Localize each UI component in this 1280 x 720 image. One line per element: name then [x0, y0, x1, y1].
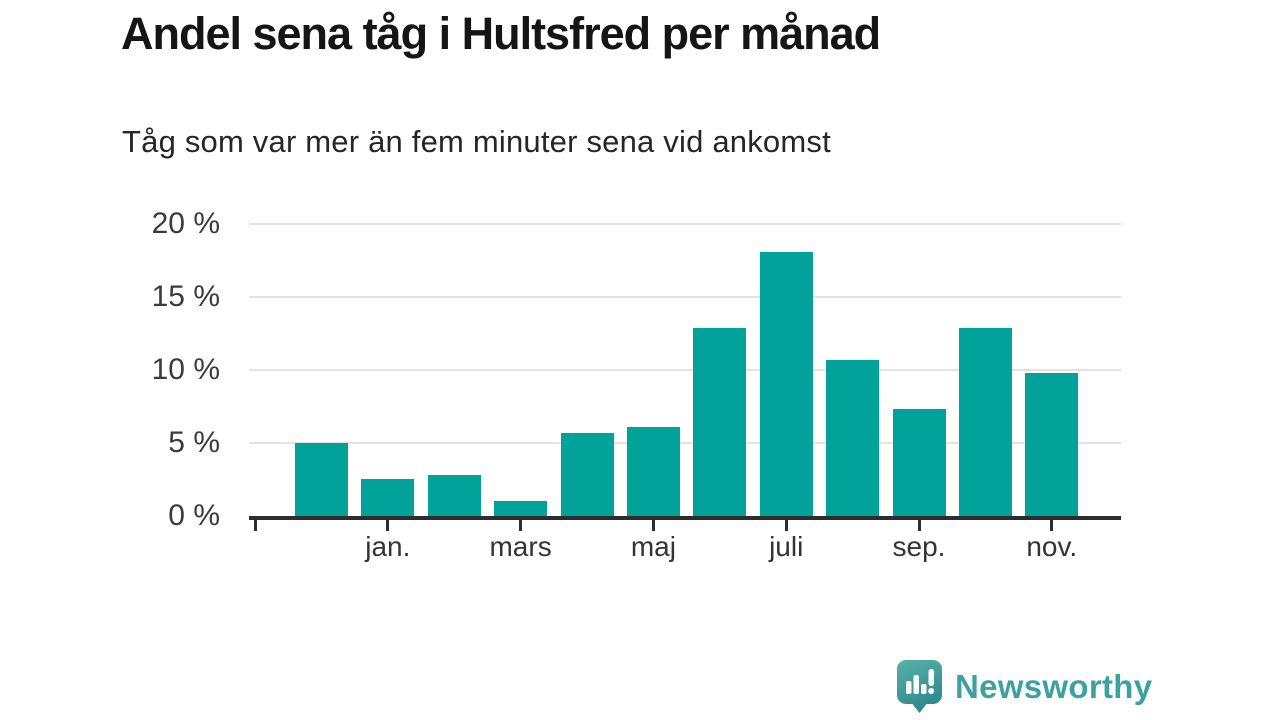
y-axis-label-10: 10 % [151, 353, 220, 386]
x-axis-start-tick [253, 520, 257, 531]
y-axis-label-5: 5 % [168, 426, 220, 459]
logo-bar-2 [913, 675, 919, 694]
bar-juni [693, 328, 747, 516]
bar-nov [1025, 373, 1079, 516]
x-axis-label-maj: maj [630, 531, 676, 562]
bar-mars [494, 501, 548, 516]
y-axis-label-0: 0 % [168, 499, 220, 532]
y-axis-label-15: 15 % [151, 280, 220, 313]
bar-dec [294, 443, 348, 516]
brand-wordmark: Newsworthy [955, 667, 1153, 705]
x-axis-line [249, 516, 1121, 520]
bar-feb [427, 475, 481, 516]
logo-bar-1 [906, 681, 912, 694]
bar-juli [759, 252, 813, 516]
x-axis-label-juli: juli [769, 531, 804, 562]
bar-maj [626, 427, 680, 516]
logo-exclamation-stem [928, 669, 934, 686]
x-axis-tick [651, 520, 655, 531]
x-axis-label-sep: sep. [892, 531, 946, 562]
chart-title: Andel sena tåg i Hultsfred per månad [121, 8, 881, 59]
y-axis-label-20: 20 % [151, 207, 220, 240]
bar-apr [560, 433, 614, 516]
x-axis-label-nov: nov. [1026, 531, 1078, 562]
newsworthy-logo-icon [897, 660, 942, 713]
chart-subtitle: Tåg som var mer än fem minuter sena vid … [122, 124, 831, 159]
x-axis-tick [917, 520, 921, 531]
x-axis-tick [1050, 520, 1054, 531]
x-axis-tick [784, 520, 788, 531]
logo-bar-3 [921, 684, 927, 694]
x-axis-tick [386, 520, 390, 531]
x-axis-tick [519, 520, 523, 531]
x-axis-label-mars: mars [489, 531, 552, 562]
gridline-20-pct [249, 223, 1121, 225]
bar-okt [958, 328, 1012, 516]
x-axis-label-jan: jan. [365, 531, 411, 562]
bar-aug [826, 360, 880, 516]
logo-exclamation-dot [928, 688, 935, 694]
bar-sep [892, 409, 946, 516]
gridline-5-pct [249, 442, 1121, 444]
gridline-10-pct [249, 369, 1121, 371]
gridline-15-pct [249, 296, 1121, 298]
bar-chart-plot-area: 0 % 5 % 10 % 15 % 20 % jan. mars maj juli sep. nov… [152, 200, 1122, 600]
bar-jan [361, 479, 415, 516]
newsworthy-logo: Newsworthy [897, 660, 1152, 713]
